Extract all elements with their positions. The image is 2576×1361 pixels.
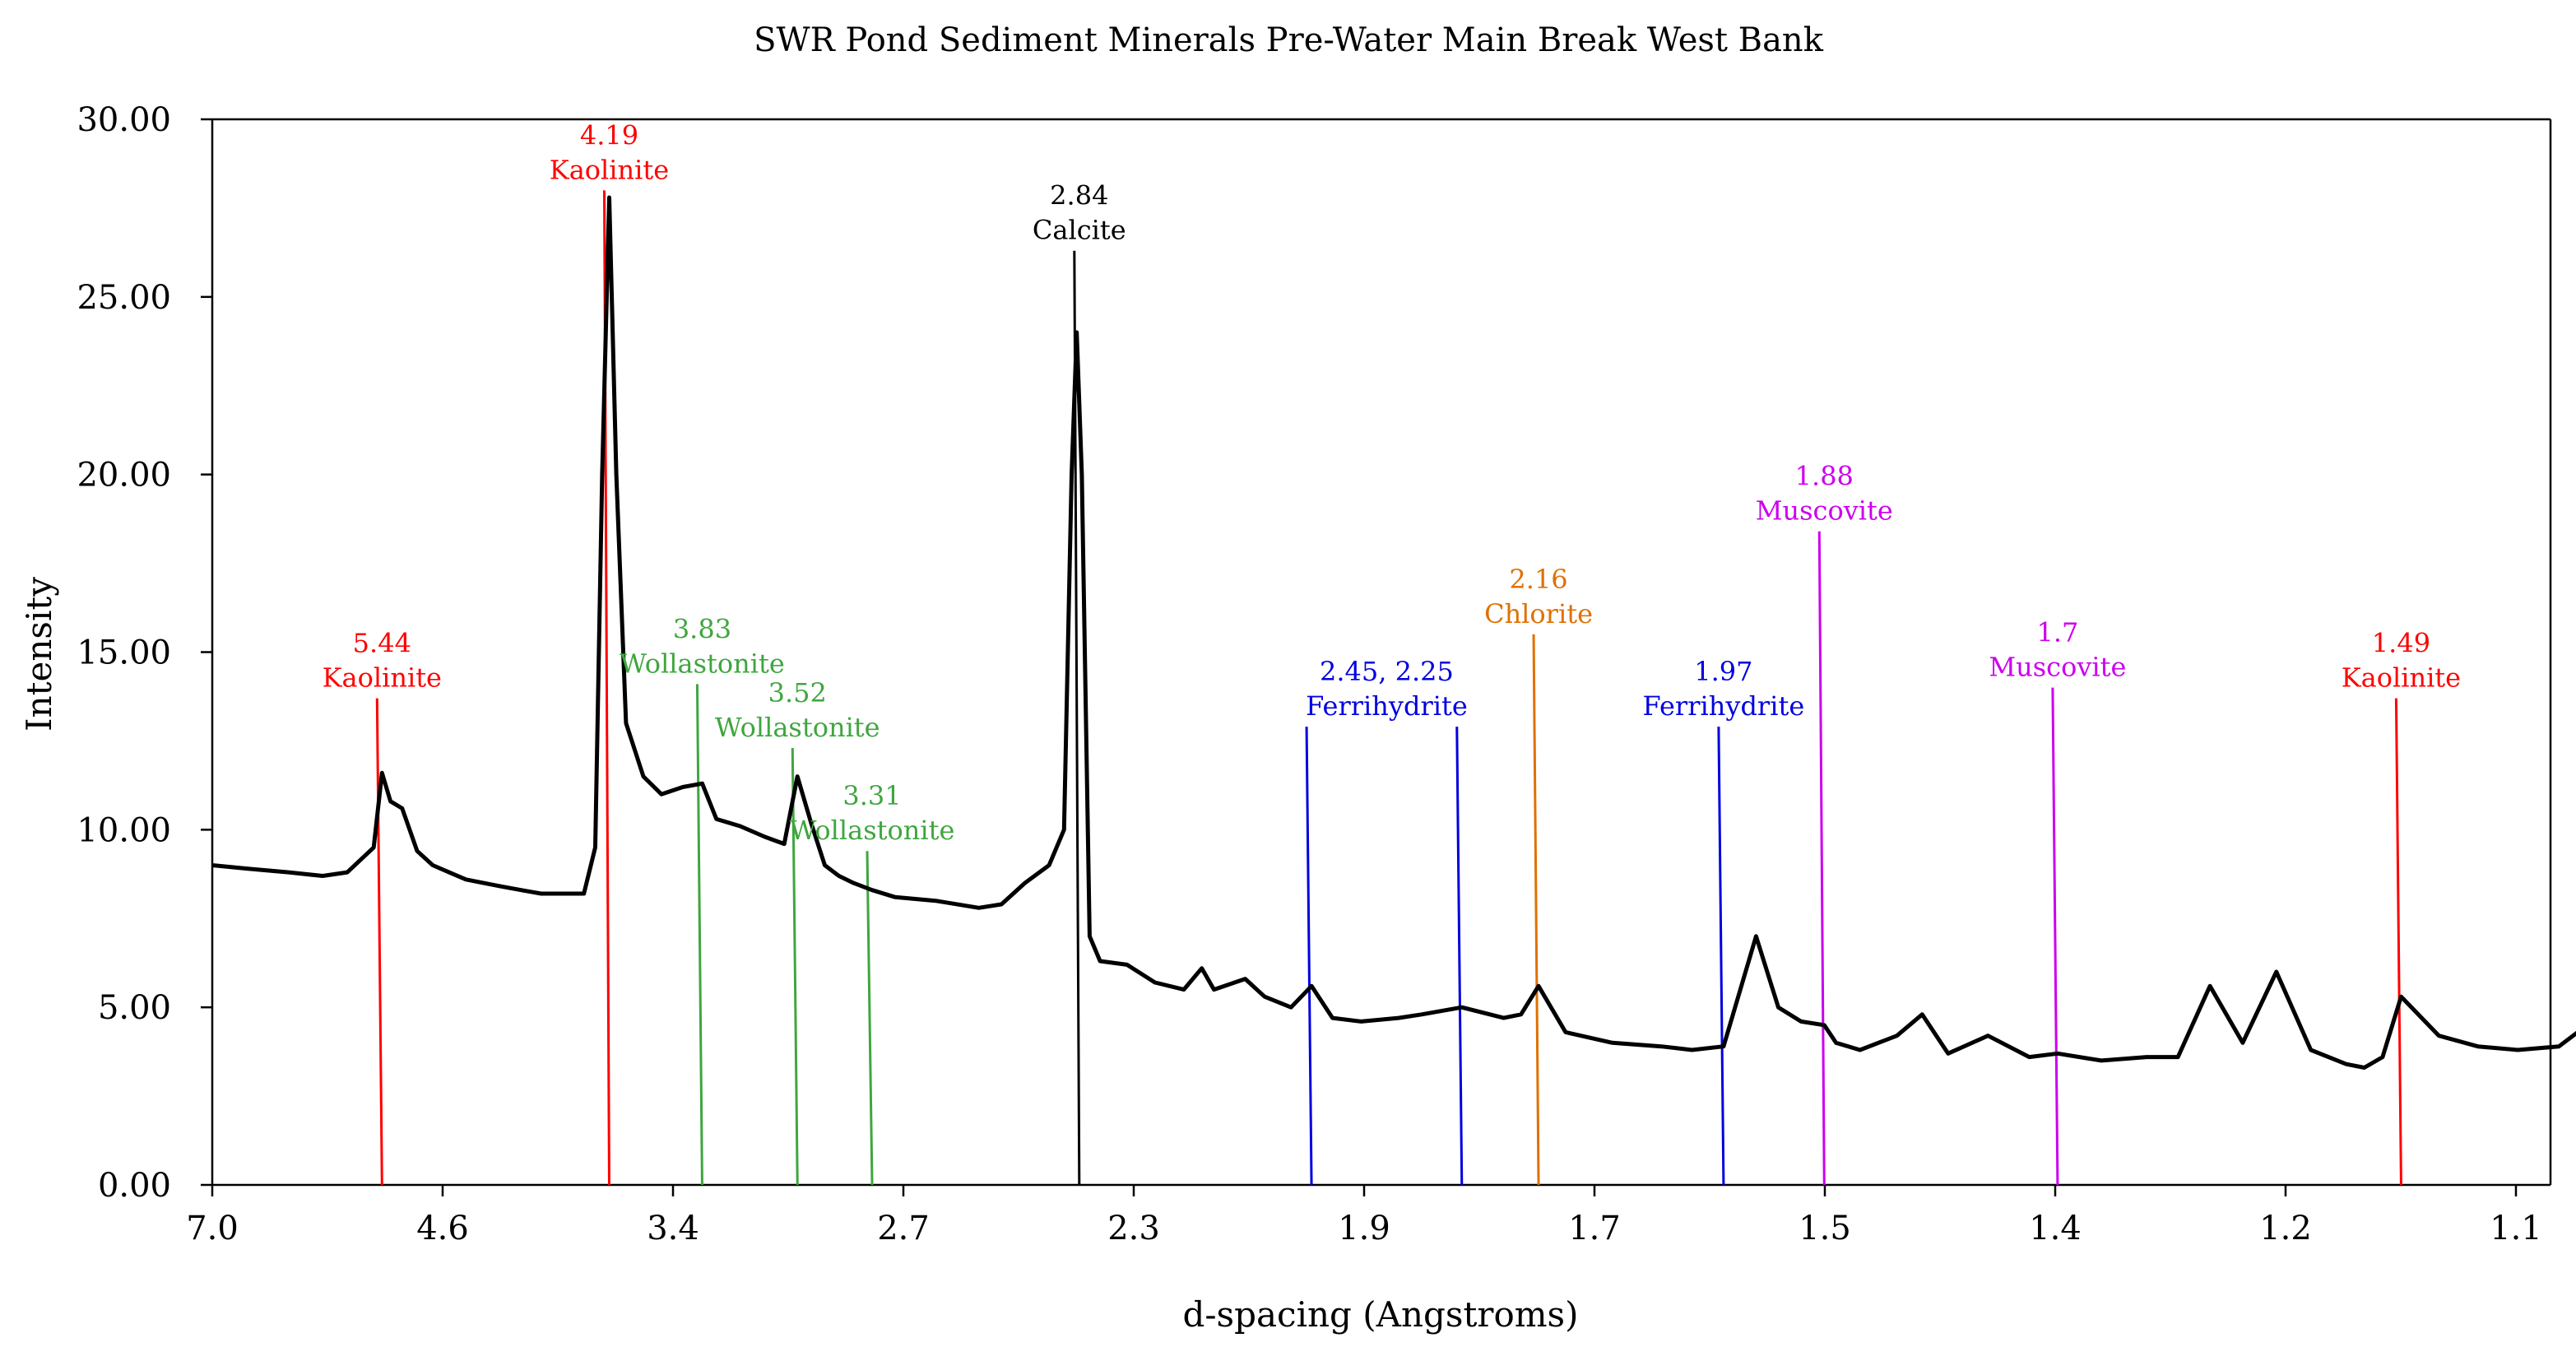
peak-mineral-label: Kaolinite <box>2342 662 2461 694</box>
peak-mineral-label: Ferrihydrite <box>1643 690 1805 722</box>
x-tick-label: 1.7 <box>1568 1210 1621 1247</box>
peak-marker-line <box>1532 634 1540 1186</box>
peak-marker-line <box>1717 727 1725 1186</box>
x-axis-label: d-spacing (Angstroms) <box>1182 1294 1578 1335</box>
peak-marker-line <box>866 851 874 1186</box>
peak-d-label: 3.31 <box>842 780 901 811</box>
peak-mineral-label: Calcite <box>1033 215 1126 246</box>
y-tick-label: 15.00 <box>77 634 171 672</box>
series-line <box>211 195 2576 1070</box>
peak-marker-line <box>375 698 383 1186</box>
y-tick-label: 25.00 <box>77 279 171 317</box>
y-axis-label: Intensity <box>19 577 59 732</box>
peak-d-label: 1.97 <box>1694 656 1752 687</box>
peak-marker-line <box>791 748 799 1186</box>
peak-d-label: 1.88 <box>1795 461 1854 492</box>
peak-mineral-label: Muscovite <box>1756 495 1893 527</box>
y-tick-label: 5.00 <box>98 989 171 1027</box>
x-tick-label: 1.1 <box>2490 1210 2542 1247</box>
peak-d-label: 4.19 <box>580 119 638 151</box>
peak-mineral-label: Wollastonite <box>715 712 880 743</box>
peak-d-label: 2.84 <box>1050 180 1108 211</box>
peak-marker-line <box>695 684 703 1186</box>
peak-mineral-label: Wollastonite <box>790 815 955 846</box>
y-tick-label: 20.00 <box>77 457 171 495</box>
peak-mineral-label: Muscovite <box>1989 652 2126 683</box>
peak-d-label: 5.44 <box>353 628 411 659</box>
peak-mineral-label: Wollastonite <box>620 648 785 679</box>
peak-mineral-label: Kaolinite <box>550 154 669 185</box>
x-tick-label: 1.2 <box>2259 1210 2312 1247</box>
peak-mineral-label: Ferrihydrite <box>1306 690 1468 722</box>
peak-marker-line <box>2394 698 2402 1186</box>
y-tick-label: 30.00 <box>77 101 171 139</box>
peak-d-label: 2.16 <box>1509 564 1567 595</box>
x-tick-label: 1.5 <box>1799 1210 1851 1247</box>
peak-marker-line <box>1455 727 1464 1186</box>
x-tick-label: 2.3 <box>1107 1210 1160 1247</box>
peak-marker-line <box>1817 531 1826 1186</box>
peak-marker-line <box>2051 687 2059 1186</box>
peak-d-label: 3.83 <box>673 613 731 644</box>
peak-d-label: 1.49 <box>2372 628 2430 659</box>
peak-d-label: 2.45, 2.25 <box>1320 656 1454 687</box>
chart-title: SWR Pond Sediment Minerals Pre-Water Mai… <box>754 21 1824 59</box>
peak-mineral-label: Kaolinite <box>323 662 442 694</box>
peak-d-label: 1.7 <box>2036 617 2078 648</box>
x-tick-label: 1.9 <box>1338 1210 1390 1247</box>
x-tick-label: 4.6 <box>416 1210 469 1247</box>
y-tick-label: 10.00 <box>77 811 171 849</box>
peak-d-label: 3.52 <box>768 677 827 708</box>
x-tick-label: 2.7 <box>877 1210 930 1247</box>
x-tick-label: 1.4 <box>2029 1210 2082 1247</box>
peak-marker-line <box>1305 727 1313 1186</box>
x-tick-label: 7.0 <box>186 1210 239 1247</box>
y-tick-label: 0.00 <box>98 1167 171 1205</box>
plot-area: 0.00 5.00 10.00 15.00 20.00 25.00 30.00 7.0 4.6 3… <box>77 101 2576 1247</box>
peak-mineral-label: Chlorite <box>1484 598 1593 629</box>
x-tick-label: 3.4 <box>647 1210 699 1247</box>
